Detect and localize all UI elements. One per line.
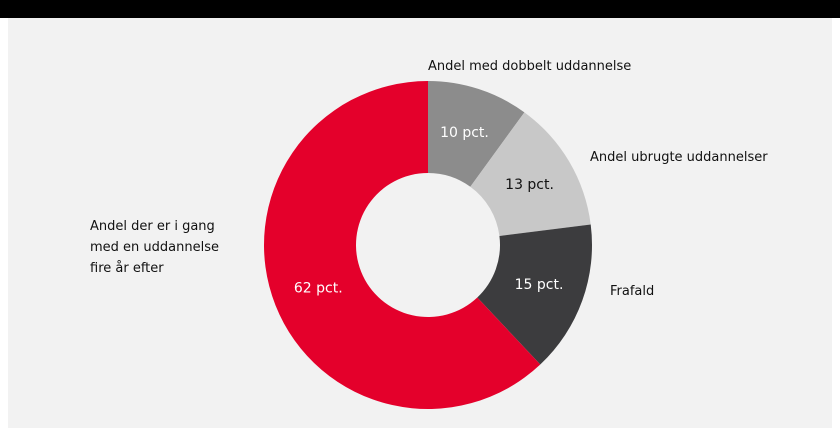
donut-segment [470, 112, 591, 236]
donut-segment [263, 81, 541, 410]
category-label: Frafald [610, 284, 655, 299]
category-label: Andel ubrugte uddannelser [590, 150, 768, 165]
value-label: 62 pct. [294, 280, 343, 296]
category-label: Andel der er i gang med en uddannelse fi… [90, 219, 219, 276]
value-label: 13 pct. [505, 177, 554, 193]
value-label: 15 pct. [515, 277, 564, 293]
top-bar [0, 0, 840, 18]
category-label: Andel med dobbelt uddannelse [428, 59, 632, 74]
value-label: 10 pct. [440, 125, 489, 141]
donut-segment [428, 81, 525, 187]
donut-segment [477, 224, 592, 365]
